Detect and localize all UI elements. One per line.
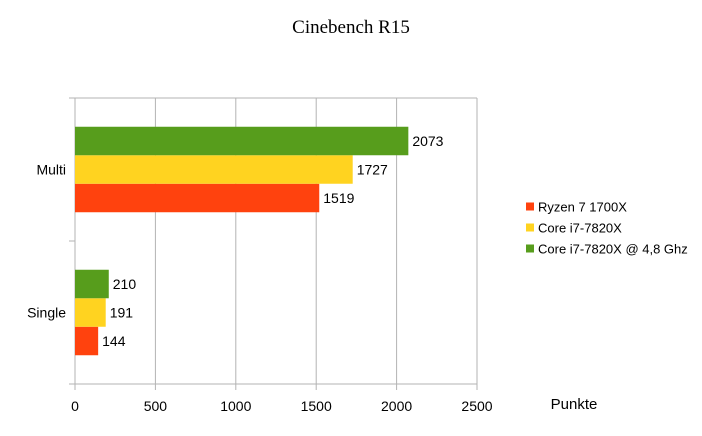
legend-label: Core i7-7820X — [538, 221, 622, 236]
x-axis-title: Punkte — [551, 396, 598, 413]
x-tick-label: 2500 — [461, 398, 492, 414]
legend-label: Core i7-7820X @ 4,8 Ghz — [538, 242, 688, 257]
x-tick-label: 1000 — [220, 398, 251, 414]
legend-swatch — [526, 223, 534, 232]
legend: Ryzen 7 1700X Core i7-7820X Core i7-7820X … — [526, 200, 688, 257]
data-label: 1727 — [357, 162, 388, 178]
data-label: 191 — [110, 305, 134, 321]
bar-multi-1 — [75, 183, 320, 213]
x-tick-labels: 0 500 1000 1500 2000 2500 — [71, 398, 493, 414]
bar-single-2 — [75, 298, 106, 327]
bars — [75, 126, 409, 356]
category-labels: Multi Single — [27, 162, 66, 321]
data-label: 210 — [113, 276, 137, 292]
data-label: 144 — [102, 333, 126, 349]
data-label: 2073 — [412, 133, 443, 149]
bar-single-1 — [75, 326, 99, 356]
x-tick-label: 0 — [71, 398, 79, 414]
category-label: Single — [27, 305, 66, 321]
bar-single-3 — [75, 269, 109, 299]
x-tick-label: 500 — [144, 398, 168, 414]
category-label: Multi — [36, 162, 66, 178]
x-tick-label: 2000 — [381, 398, 412, 414]
legend-swatch — [526, 202, 534, 211]
chart-title: Cinebench R15 — [292, 17, 410, 38]
data-label: 1519 — [323, 190, 354, 206]
legend-label: Ryzen 7 1700X — [538, 200, 627, 215]
legend-swatch — [526, 244, 534, 253]
x-tick-label: 1500 — [301, 398, 332, 414]
bar-multi-3 — [75, 126, 409, 156]
bar-multi-2 — [75, 155, 353, 184]
